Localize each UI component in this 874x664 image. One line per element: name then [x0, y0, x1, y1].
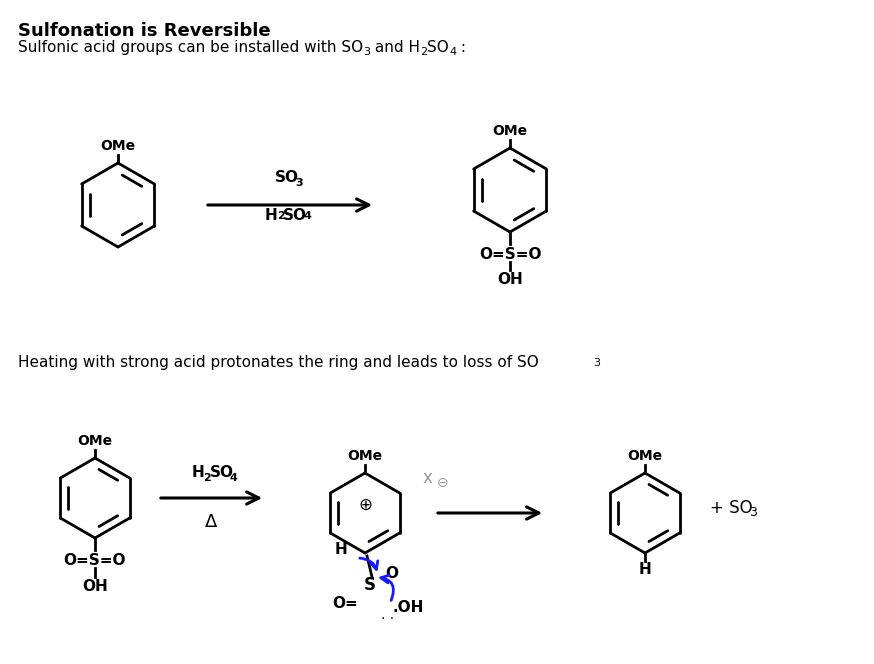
Text: SO: SO	[283, 208, 307, 223]
Text: 2: 2	[204, 473, 212, 483]
Text: SO: SO	[427, 40, 449, 55]
Text: 4: 4	[303, 211, 311, 221]
Text: ⊕: ⊕	[358, 496, 372, 514]
Text: Sulfonation is Reversible: Sulfonation is Reversible	[18, 22, 271, 40]
Text: OMe: OMe	[101, 139, 135, 153]
Text: H: H	[191, 465, 205, 480]
Text: O=: O=	[332, 596, 357, 610]
Text: . .: . .	[381, 608, 394, 622]
Text: 4: 4	[449, 47, 456, 57]
Text: O=S=O: O=S=O	[64, 553, 126, 568]
Text: .OH: .OH	[392, 600, 423, 614]
Text: 3: 3	[363, 47, 370, 57]
Text: ⊖: ⊖	[437, 476, 448, 490]
Text: :: :	[456, 40, 466, 55]
Text: and H: and H	[370, 40, 420, 55]
Text: 4: 4	[230, 473, 238, 483]
Text: OMe: OMe	[628, 449, 662, 463]
Text: OH: OH	[82, 579, 108, 594]
Text: x: x	[423, 469, 433, 487]
Text: 2: 2	[277, 211, 285, 221]
Text: S: S	[364, 576, 376, 594]
Text: OH: OH	[497, 272, 523, 287]
Text: SO: SO	[275, 170, 299, 185]
Text: Δ: Δ	[205, 513, 218, 531]
Text: 3: 3	[295, 178, 302, 188]
Text: OMe: OMe	[348, 449, 383, 463]
Text: H: H	[639, 562, 651, 577]
Text: H: H	[265, 208, 278, 223]
Text: + SO: + SO	[710, 499, 753, 517]
Text: OMe: OMe	[78, 434, 113, 448]
Text: O=S=O: O=S=O	[479, 247, 541, 262]
Text: Sulfonic acid groups can be installed with SO: Sulfonic acid groups can be installed wi…	[18, 40, 363, 55]
Text: SO: SO	[210, 465, 233, 480]
Text: O: O	[385, 566, 399, 580]
Text: 3: 3	[593, 358, 600, 368]
Text: OMe: OMe	[492, 124, 528, 138]
Text: 3: 3	[749, 505, 757, 519]
Text: 2: 2	[420, 47, 427, 57]
Text: Heating with strong acid protonates the ring and leads to loss of SO: Heating with strong acid protonates the …	[18, 355, 538, 370]
Text: H: H	[334, 542, 347, 558]
